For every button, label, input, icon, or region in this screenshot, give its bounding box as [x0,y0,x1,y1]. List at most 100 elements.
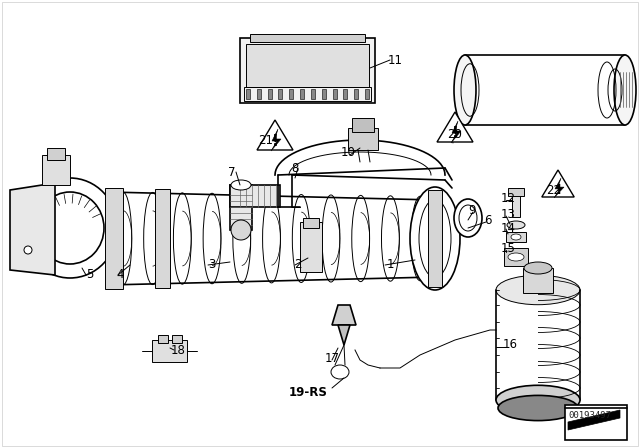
Polygon shape [257,120,293,150]
Polygon shape [271,129,281,151]
Polygon shape [554,178,564,198]
Ellipse shape [454,55,476,125]
Bar [152,340,187,362]
Bar [47,148,65,160]
Text: 12: 12 [500,191,515,204]
Bar [246,89,250,99]
Text: 1: 1 [387,258,394,271]
Bar [506,232,526,242]
Polygon shape [451,121,461,143]
Bar [565,405,627,440]
Bar [268,89,271,99]
Text: 4: 4 [116,268,124,281]
Bar [365,89,369,99]
Bar [230,185,280,207]
Ellipse shape [231,220,251,240]
Bar [278,89,282,99]
Polygon shape [437,112,473,142]
Ellipse shape [524,262,552,274]
Bar [300,89,304,99]
Bar [303,218,319,228]
Ellipse shape [331,365,349,379]
Ellipse shape [24,246,32,254]
Text: 8: 8 [291,161,299,175]
Ellipse shape [412,196,429,281]
Bar [348,128,378,150]
Text: 21: 21 [259,134,273,146]
Ellipse shape [203,193,221,284]
Polygon shape [332,305,356,325]
Ellipse shape [173,193,191,284]
Ellipse shape [143,193,161,284]
Ellipse shape [410,187,460,290]
Ellipse shape [459,205,477,231]
Ellipse shape [114,192,132,285]
Polygon shape [10,183,55,275]
Bar [246,44,369,87]
Bar [523,268,553,293]
Bar [18,198,53,258]
Text: 6: 6 [484,214,492,227]
Ellipse shape [498,396,578,421]
Bar [244,87,371,101]
Bar [250,34,365,42]
Bar [428,190,442,287]
Text: 18: 18 [171,344,186,357]
Ellipse shape [496,385,580,415]
Bar [354,89,358,99]
Bar [158,335,168,343]
Text: !: ! [452,126,458,142]
Text: 22: 22 [547,184,561,197]
Text: 7: 7 [228,165,236,178]
Polygon shape [338,325,350,345]
Bar [155,189,170,288]
Ellipse shape [322,195,340,282]
Bar [352,118,374,132]
Polygon shape [542,170,574,197]
Bar [289,89,293,99]
Text: 14: 14 [500,221,515,234]
Bar [240,38,375,103]
Ellipse shape [22,178,118,278]
Text: 15: 15 [500,241,515,254]
Text: 3: 3 [208,258,216,271]
Ellipse shape [231,180,251,190]
Bar [322,89,326,99]
Text: 11: 11 [387,53,403,66]
Bar [504,248,528,266]
Text: 13: 13 [500,208,515,221]
Text: 9: 9 [468,203,476,216]
Text: 5: 5 [86,268,93,281]
Polygon shape [568,410,620,430]
Ellipse shape [507,221,525,229]
Bar [311,89,315,99]
Text: 00193497: 00193497 [568,410,611,419]
Bar [300,222,322,272]
Text: 16: 16 [502,339,518,352]
Text: 2: 2 [294,258,301,271]
Ellipse shape [381,196,399,281]
Ellipse shape [508,253,524,261]
Bar [42,155,70,185]
Text: !: ! [271,134,278,150]
Ellipse shape [496,276,580,305]
Text: 19-RS: 19-RS [289,387,328,400]
Ellipse shape [262,194,280,283]
Ellipse shape [511,234,521,240]
Bar [172,335,182,343]
Text: 17: 17 [324,352,339,365]
Bar [105,188,123,289]
Bar [512,192,520,217]
Ellipse shape [233,194,251,283]
Ellipse shape [292,194,310,282]
Bar [230,185,252,230]
Ellipse shape [419,199,451,277]
Text: !: ! [555,183,561,197]
Bar [333,89,337,99]
Bar [508,188,524,196]
Bar [344,89,348,99]
Bar [257,89,261,99]
Ellipse shape [352,195,370,282]
Ellipse shape [454,199,482,237]
Ellipse shape [36,192,104,264]
